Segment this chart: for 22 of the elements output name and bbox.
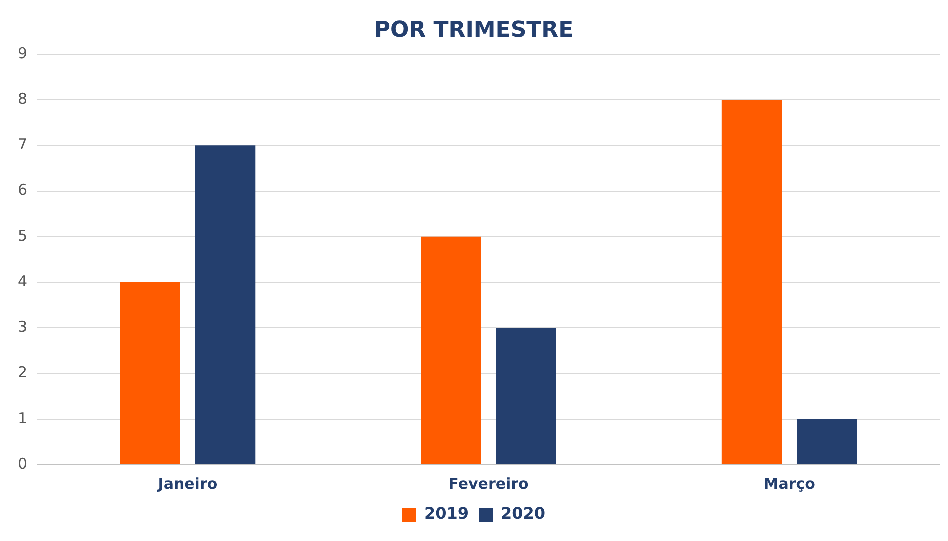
y-tick-label: 6: [18, 181, 28, 200]
y-tick-label: 2: [18, 364, 28, 382]
x-tick-label: Fevereiro: [448, 474, 529, 493]
y-tick-label: 7: [18, 136, 28, 154]
x-tick-label: Março: [764, 474, 816, 493]
y-tick-label: 0: [18, 454, 28, 473]
bar: [797, 419, 858, 464]
legend-label: 2019: [424, 504, 469, 524]
y-tick-label: 4: [18, 272, 28, 290]
x-tick-label: Janeiro: [157, 474, 218, 493]
y-tick-label: 9: [18, 44, 28, 62]
bar: [496, 328, 556, 464]
y-tick-label: 8: [18, 90, 28, 108]
y-tick-label: 1: [18, 409, 28, 428]
bar: [421, 236, 482, 464]
bar: [195, 146, 256, 464]
y-tick-label: 5: [18, 226, 28, 245]
bar: [120, 282, 180, 464]
bar: [722, 100, 782, 464]
chart-title: POR TRIMESTRE: [374, 18, 574, 43]
y-tick-label: 3: [18, 318, 28, 336]
legend-label: 2020: [501, 504, 546, 524]
